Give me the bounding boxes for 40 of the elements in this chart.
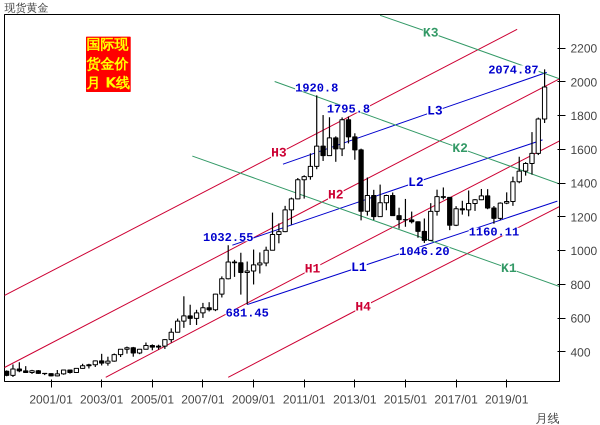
series-label: H2 — [328, 187, 344, 202]
series-label: H4 — [355, 299, 372, 314]
x-tick-label: 2015/01 — [384, 392, 428, 406]
x-tick-label: 2013/01 — [333, 392, 377, 406]
series-label: K3 — [422, 25, 439, 40]
series-label: L1 — [351, 260, 367, 275]
x-tick-label: 2009/01 — [232, 392, 276, 406]
annotation: 1032.55 — [203, 231, 254, 246]
text: 月线 — [536, 412, 560, 425]
y-tick-label: 1600 — [570, 142, 598, 157]
annotation: 2074.87 — [488, 63, 539, 78]
annotation: 1795.8 — [326, 102, 370, 116]
x-tick-label: 2003/01 — [80, 392, 124, 406]
y-tick-label: 1200 — [570, 210, 598, 224]
x-tick-label: 2007/01 — [181, 392, 225, 406]
y-tick-label: 400 — [570, 345, 591, 360]
series-label: H3 — [271, 146, 287, 161]
annotation: 国际现货金价月 K线 — [86, 37, 130, 92]
x-tick-label: 2017/01 — [434, 392, 478, 406]
series-label: H1 — [304, 261, 320, 276]
annotation: 681.45 — [226, 306, 269, 320]
y-tick-label: 600 — [570, 312, 591, 326]
x-tick-label: 2005/01 — [130, 392, 174, 406]
x-tick-label: 2019/01 — [485, 392, 529, 406]
y-tick-label: 2000 — [570, 75, 598, 90]
series-label: K2 — [452, 140, 468, 156]
x-tick-label: 2011/01 — [282, 392, 326, 406]
y-tick-label: 1400 — [570, 176, 598, 191]
y-tick-label: 2200 — [570, 42, 598, 56]
series-label: K1 — [501, 260, 517, 276]
series-label: L3 — [427, 104, 443, 119]
y-tick-label: 1000 — [570, 244, 598, 258]
annotation: 1920.8 — [295, 81, 338, 96]
chart-title: 现货黄金 — [4, 2, 48, 14]
y-tick-label: 1800 — [570, 109, 598, 124]
annotation: 1046.20 — [399, 244, 450, 259]
annotation: 1160.11 — [468, 226, 520, 240]
y-tick-label: 800 — [570, 278, 591, 292]
series-label: L2 — [408, 174, 424, 190]
x-tick-label: 2001/01 — [29, 392, 74, 406]
